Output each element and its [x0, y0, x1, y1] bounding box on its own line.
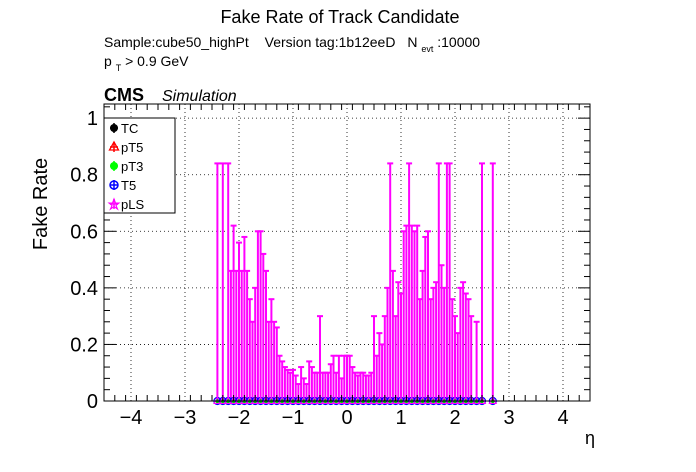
x-tick-label: 4 — [557, 407, 568, 429]
simulation-label: Simulation — [162, 88, 237, 105]
y-tick-label: 0.6 — [70, 221, 98, 243]
y-tick-label: 1 — [87, 108, 98, 130]
chart-title: Fake Rate of Track Candidate — [220, 7, 459, 27]
x-tick-label: 0 — [341, 407, 352, 429]
sample-label: Sample:cube50_highPt — [104, 34, 249, 50]
x-tick-label: −4 — [120, 407, 143, 429]
pls-point — [477, 395, 487, 404]
version-label: Version tag:1b12eeD — [265, 34, 396, 50]
legend-marker-tc — [110, 124, 118, 132]
y-tick-label: 0.8 — [70, 165, 98, 187]
info-line-1: Sample:cube50_highPt Version tag:1b12eeD… — [104, 34, 480, 55]
pt-cut: > 0.9 GeV — [125, 53, 189, 69]
legend-marker-pls — [107, 197, 121, 211]
y-axis-label: Fake Rate — [30, 158, 52, 250]
pt-sub: T — [116, 63, 122, 73]
x-tick-label: 1 — [395, 407, 406, 429]
y-tick-label: 0.4 — [70, 278, 98, 300]
pt-letter: p — [104, 53, 112, 69]
plot-frame — [103, 103, 591, 402]
x-tick-label: −2 — [228, 407, 251, 429]
x-tick-label: −1 — [282, 407, 305, 429]
y-tick-label: 0 — [87, 391, 98, 413]
pls-point — [488, 395, 498, 404]
legend-label-pt3: pT3 — [121, 159, 143, 174]
tick-labels: −4 −3 −2 −1 0 1 2 3 4 0 0.2 0.4 0.6 0.8 1 — [70, 108, 568, 429]
y-tick-label: 0.2 — [70, 334, 98, 356]
legend-marker-t5 — [109, 180, 119, 190]
x-tick-label: −3 — [174, 407, 197, 429]
cms-label: CMS — [104, 85, 144, 105]
legend: TC pT5 pT3 T5 pLS — [103, 117, 176, 214]
x-tick-label: 3 — [503, 407, 514, 429]
nevt-value: :10000 — [437, 34, 480, 50]
legend-label-pt5: pT5 — [121, 140, 143, 155]
nevt-sub: evt — [421, 44, 434, 54]
x-axis-label: η — [585, 428, 595, 448]
nevt-prefix: N — [407, 34, 417, 50]
pls-error-bars — [214, 162, 496, 401]
legend-marker-pt5 — [108, 140, 120, 151]
legend-label-tc: TC — [121, 121, 138, 136]
legend-marker-pt3 — [110, 162, 118, 170]
x-tick-label: 2 — [449, 407, 460, 429]
info-line-2: p T > 0.9 GeV — [104, 53, 189, 74]
legend-label-pls: pLS — [121, 197, 144, 212]
legend-label-t5: T5 — [121, 178, 136, 193]
